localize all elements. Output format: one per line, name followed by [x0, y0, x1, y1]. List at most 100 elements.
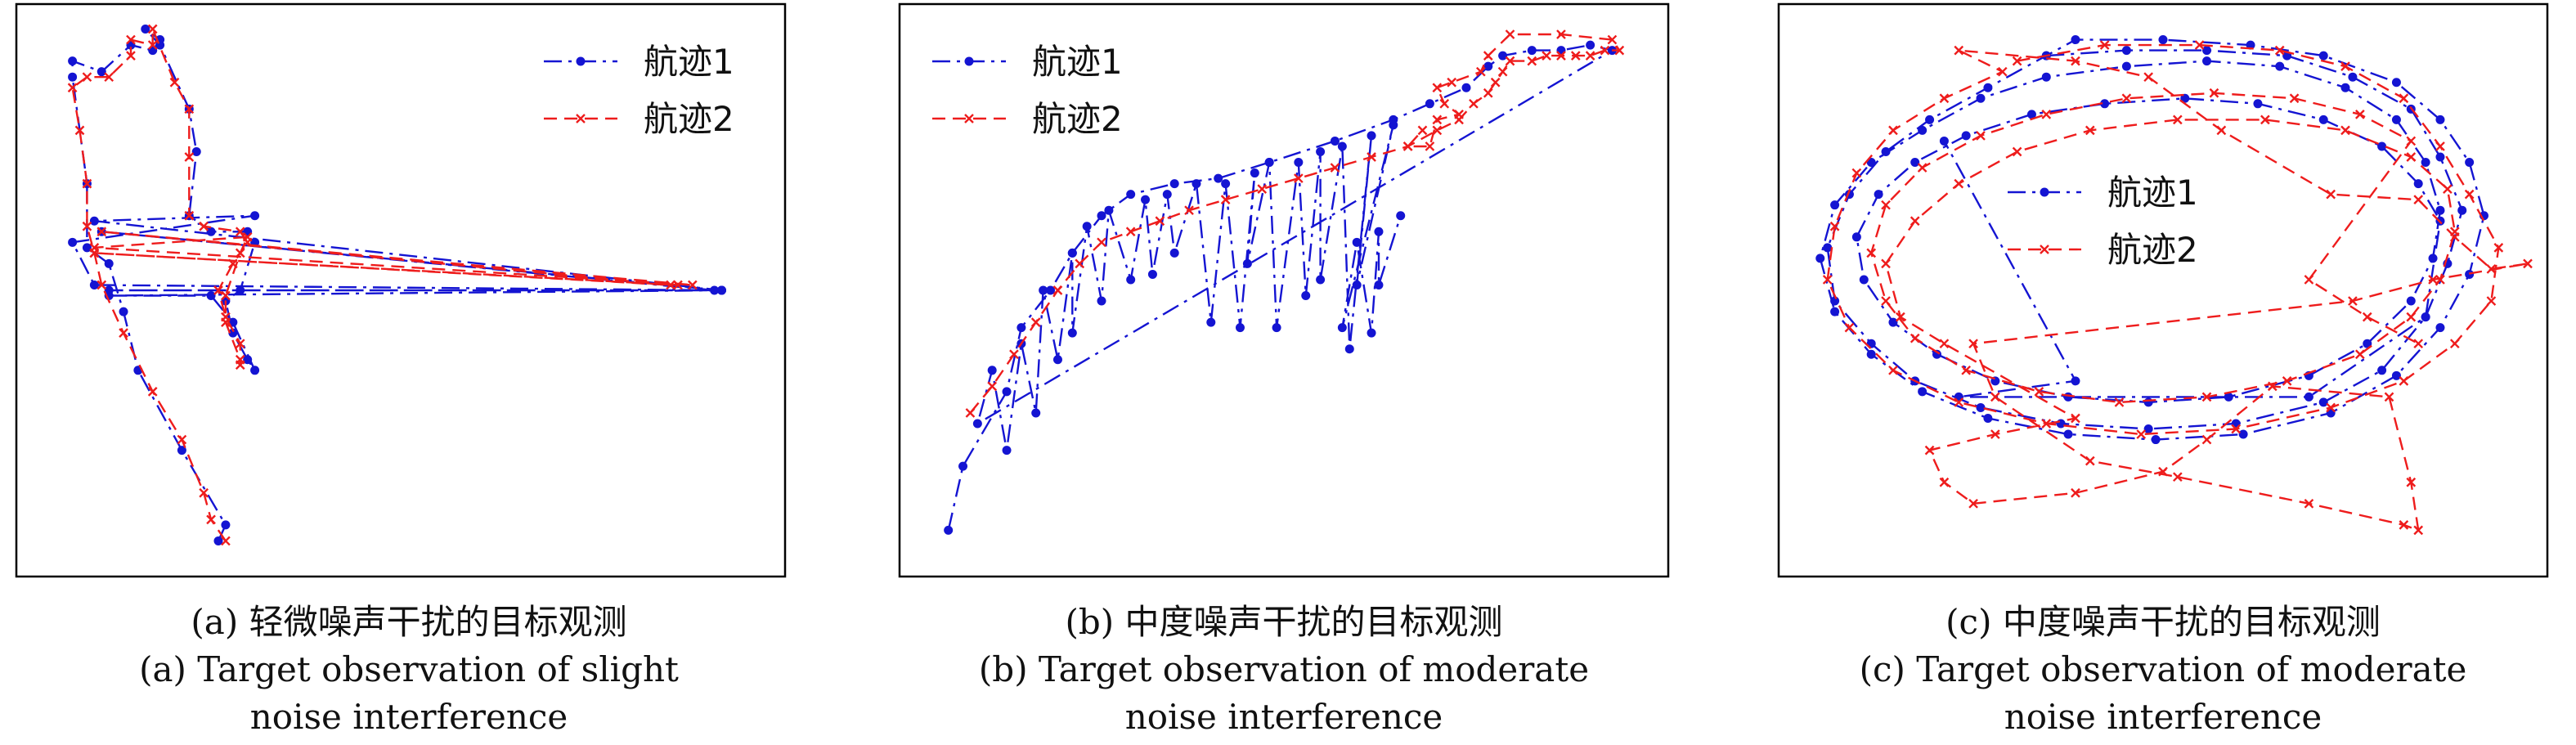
- series-point: [2143, 424, 2153, 434]
- series-point: [2493, 242, 2504, 253]
- series-point: [2114, 397, 2125, 407]
- caption-a-cn: (a) 轻微噪声干扰的目标观测: [191, 602, 627, 642]
- series-point: [1925, 114, 1935, 124]
- series-point: [1997, 66, 2008, 77]
- series-point: [1497, 66, 1508, 77]
- series-point: [2143, 72, 2154, 83]
- series-point: [2224, 392, 2233, 402]
- series-point: [1082, 222, 1092, 231]
- series-point: [1337, 141, 1347, 151]
- series-point: [1939, 136, 1949, 146]
- series-point: [74, 125, 85, 136]
- series-point: [2143, 397, 2153, 407]
- series-point: [1039, 285, 1048, 295]
- series-point: [235, 354, 245, 365]
- series-point: [2384, 392, 2394, 402]
- series-point: [2449, 339, 2460, 349]
- series-point: [67, 83, 78, 93]
- series-point: [68, 56, 78, 66]
- series-point: [1352, 280, 1362, 289]
- series-point: [2071, 487, 2080, 498]
- series-point: [2449, 227, 2460, 237]
- series-point: [2151, 435, 2161, 445]
- caption-b-cn: (b) 中度噪声干扰的目标观测: [1065, 602, 1503, 642]
- series-point: [1830, 200, 1840, 210]
- series-point: [119, 328, 128, 339]
- series-point: [1961, 365, 1972, 375]
- series-point: [1918, 125, 1928, 135]
- series-point: [1125, 227, 1136, 237]
- series-point: [2136, 429, 2147, 439]
- series-2-c: [1822, 40, 2533, 536]
- series-point: [1221, 179, 1231, 189]
- series-point: [1851, 232, 1861, 242]
- series-point: [2421, 312, 2430, 322]
- series-point: [2172, 472, 2183, 482]
- series-point: [235, 248, 245, 258]
- series-point: [1822, 275, 1833, 285]
- series-point: [2209, 88, 2219, 98]
- series-point: [2267, 381, 2278, 392]
- series-point: [2071, 376, 2080, 386]
- series-point: [2202, 56, 2212, 66]
- series-point: [2071, 56, 2080, 66]
- series-point: [1939, 93, 1950, 104]
- series-point: [243, 355, 253, 365]
- series-point: [1490, 77, 1501, 88]
- series-point: [1432, 125, 1443, 136]
- series-point: [1888, 317, 1898, 327]
- series-point: [1968, 498, 1978, 509]
- series-point: [1184, 205, 1194, 216]
- series-point: [1968, 339, 1978, 349]
- series-point: [1031, 408, 1041, 418]
- series-point: [235, 227, 245, 237]
- series-point: [96, 227, 107, 237]
- series-point: [250, 211, 260, 221]
- caption-a-en-line2: noise interference: [249, 697, 568, 737]
- series-point: [2246, 40, 2255, 50]
- series-point: [184, 152, 195, 162]
- series-point: [1881, 258, 1891, 269]
- series-point: [191, 146, 201, 156]
- series-point: [1067, 328, 1077, 338]
- series-point: [1918, 387, 1928, 397]
- series-point: [972, 419, 982, 429]
- series-point: [2158, 466, 2168, 477]
- series-point: [2034, 387, 2044, 397]
- series-point: [1141, 195, 1151, 204]
- series-point: [1830, 296, 1840, 306]
- caption-a: (a) 轻微噪声干扰的目标观测 (a) Target observation o…: [25, 599, 793, 741]
- series-point: [96, 67, 106, 77]
- series-point: [1851, 168, 1862, 178]
- series-point: [1425, 99, 1434, 109]
- series-point: [2377, 366, 2387, 375]
- series-point: [2464, 189, 2475, 200]
- series-point: [2158, 35, 2168, 45]
- series-point: [1939, 477, 1950, 487]
- series-point: [1367, 328, 1376, 338]
- series-point: [1126, 190, 1136, 200]
- series-point: [1002, 446, 1012, 456]
- series-point: [1542, 51, 1551, 61]
- series-point: [2282, 375, 2292, 386]
- series-point: [104, 285, 114, 295]
- series-point: [1961, 131, 1971, 141]
- series-point: [206, 514, 216, 525]
- series-point: [2201, 434, 2212, 445]
- series-point: [1910, 216, 1920, 227]
- series-point: [2457, 205, 2467, 215]
- series-point: [1162, 190, 1172, 200]
- series-point: [2348, 296, 2358, 306]
- series-point: [1242, 258, 1252, 268]
- legend-label: 航迹1: [2107, 173, 2198, 213]
- plot-frame-b: [898, 2, 1670, 578]
- series-point: [1439, 98, 1450, 109]
- series-point: [1990, 429, 2000, 439]
- series-point: [221, 520, 231, 530]
- series-point: [2026, 110, 2036, 119]
- series-point: [126, 34, 136, 45]
- series-point: [2012, 146, 2022, 157]
- series-point: [1830, 307, 1840, 316]
- series-point: [1461, 83, 1471, 92]
- series-point: [1030, 317, 1041, 327]
